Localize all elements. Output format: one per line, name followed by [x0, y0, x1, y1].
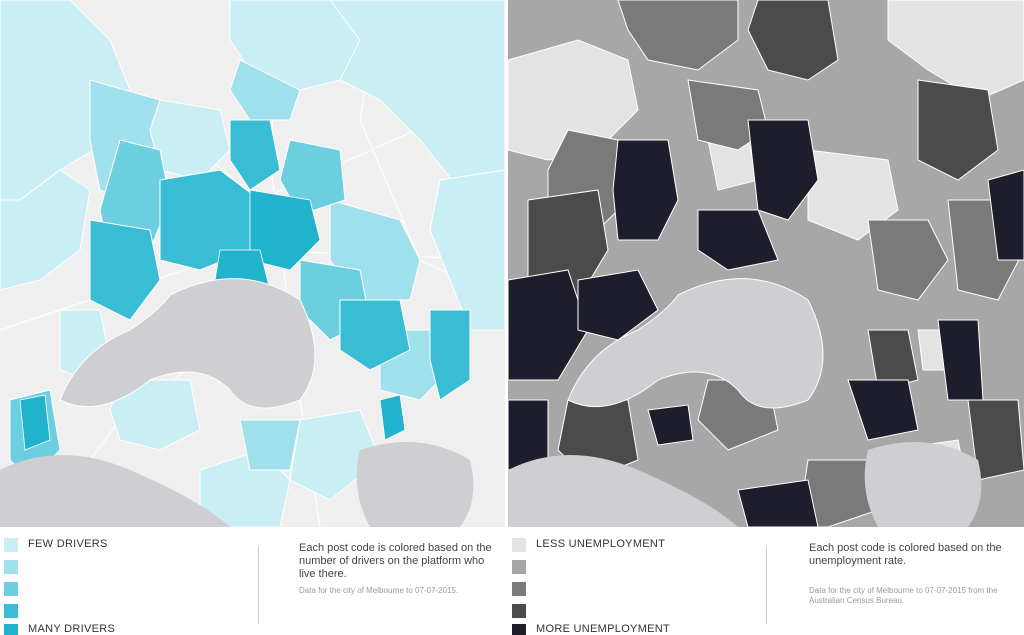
panel-divider	[505, 0, 508, 627]
legend-high-label: MORE UNEMPLOYMENT	[536, 623, 671, 635]
western-port-water	[356, 442, 474, 527]
legend-high-label: MANY DRIVERS	[28, 623, 116, 635]
drivers-legend: FEW DRIVERS MANY DRIVERS Each post code …	[0, 528, 505, 635]
drivers-choropleth-map	[0, 0, 505, 527]
high-unemployment-regions	[527, 0, 1024, 481]
legend-swatch-2	[512, 560, 526, 574]
legend-low-label: FEW DRIVERS	[28, 538, 108, 550]
unemployment-choropleth-map	[508, 0, 1024, 527]
drivers-map-panel: FEW DRIVERS MANY DRIVERS Each post code …	[0, 0, 505, 635]
legend-swatch-4	[4, 604, 18, 618]
legend-divider	[258, 546, 259, 624]
legend-divider	[766, 546, 767, 624]
legend-swatch-2	[4, 560, 18, 574]
legend-low-label: LESS UNEMPLOYMENT	[536, 538, 666, 550]
western-port-water	[864, 442, 982, 527]
more-unemployment-regions	[508, 119, 1024, 527]
unemployment-legend: LESS UNEMPLOYMENT MORE UNEMPLOYMENT Each…	[508, 528, 1024, 635]
bass-strait-water	[0, 455, 230, 527]
legend-swatch-1	[4, 538, 18, 552]
legend-swatch-4	[512, 604, 526, 618]
port-phillip-bay	[567, 278, 824, 409]
unemployment-description: Each post code is colored based on the u…	[809, 542, 1002, 567]
legend-swatch-3	[4, 582, 18, 596]
drivers-description: Each post code is colored based on the n…	[299, 542, 492, 580]
legend-swatch-5	[4, 624, 18, 635]
legend-swatch-3	[512, 582, 526, 596]
legend-swatch-1	[512, 538, 526, 552]
legend-swatch-5	[512, 624, 526, 635]
unemployment-source-note: Data for the city of Melbourne to 07-07-…	[809, 586, 998, 605]
port-phillip-bay	[59, 278, 316, 409]
unemployment-map-panel: LESS UNEMPLOYMENT MORE UNEMPLOYMENT Each…	[508, 0, 1024, 635]
bass-strait-water	[508, 455, 738, 527]
drivers-source-note: Data for the city of Melbourne to 07-07-…	[299, 586, 459, 595]
high-drivers-regions	[89, 119, 471, 401]
